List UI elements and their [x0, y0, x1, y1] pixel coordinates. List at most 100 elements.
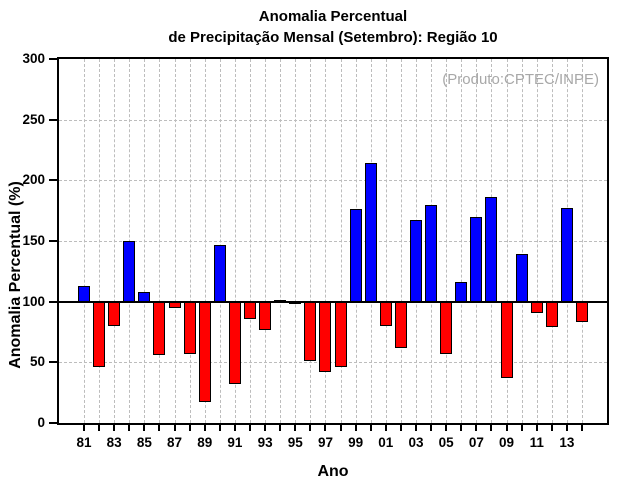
y-tick-label: 250 — [22, 111, 45, 127]
bar-92 — [244, 301, 256, 319]
x-tick — [565, 425, 568, 431]
y-axis-label: Anomalia Percentual (%) — [7, 181, 24, 369]
y-tick — [49, 422, 57, 424]
bar-00 — [364, 163, 377, 302]
bar-01 — [379, 301, 392, 326]
bar-13 — [560, 208, 573, 302]
bar-88 — [183, 301, 196, 354]
y-tick — [49, 179, 57, 182]
bar-82 — [93, 301, 106, 368]
x-tick-label: 91 — [227, 435, 243, 450]
bar-03 — [410, 220, 422, 302]
x-tick — [113, 425, 116, 431]
bar-14 — [576, 301, 588, 323]
x-tick — [83, 425, 85, 431]
y-tick-label: 200 — [22, 172, 45, 188]
y-tick-label: 50 — [29, 354, 45, 370]
x-tick — [550, 425, 553, 431]
bar-07 — [470, 216, 483, 302]
x-tick-label: 95 — [287, 435, 303, 450]
bar-81 — [78, 285, 90, 302]
bar-83 — [108, 301, 121, 326]
x-tick — [384, 425, 387, 431]
x-tick — [188, 425, 191, 431]
x-tick — [445, 425, 448, 431]
x-tick-label: 07 — [468, 435, 484, 450]
bar-86 — [153, 301, 166, 356]
x-tick-label: 03 — [408, 435, 424, 450]
bar-05 — [440, 301, 453, 354]
x-tick — [294, 425, 297, 431]
y-tick — [49, 300, 57, 303]
baseline-100 — [59, 300, 607, 303]
bar-84 — [123, 241, 136, 302]
y-tick-label: 300 — [22, 51, 45, 66]
x-tick-label: 99 — [348, 435, 364, 450]
x-tick — [430, 425, 433, 431]
bar-99 — [349, 209, 362, 302]
bar-08 — [485, 197, 498, 302]
x-tick — [218, 425, 221, 431]
x-tick — [535, 425, 538, 431]
y-tick-label: 150 — [22, 233, 45, 248]
gridline-horizontal — [59, 362, 607, 364]
bar-93 — [259, 301, 272, 330]
x-tick-label: 83 — [106, 435, 122, 450]
x-tick — [505, 425, 508, 431]
x-axis-label: Ano — [317, 463, 349, 480]
x-tick — [203, 425, 206, 431]
product-annotation: (Produto:CPTEC/INPE) — [442, 71, 599, 88]
x-tick — [581, 425, 583, 431]
gridline-horizontal — [59, 180, 607, 182]
x-tick-label: 89 — [197, 435, 213, 450]
y-tick — [49, 240, 57, 242]
plot-frame: (Produto:CPTEC/INPE) 0 50 100 150 200 250 300 8… — [22, 51, 609, 450]
x-tick-label: 87 — [167, 435, 183, 450]
x-tick — [399, 425, 402, 431]
x-tick-label: 05 — [438, 435, 454, 450]
x-tick-label: 81 — [76, 435, 92, 450]
bar-91 — [228, 301, 241, 385]
x-tick — [339, 425, 342, 431]
x-tick — [264, 425, 267, 431]
y-tick-label: 100 — [22, 293, 45, 309]
x-tick — [475, 425, 478, 431]
bar-11 — [530, 301, 543, 313]
bar-12 — [545, 301, 558, 328]
bar-06 — [455, 282, 468, 302]
x-tick — [233, 425, 236, 431]
bar-98 — [334, 301, 347, 368]
x-tick-label: 85 — [136, 435, 152, 450]
x-tick — [173, 425, 176, 431]
x-tick — [415, 425, 417, 431]
bar-09 — [500, 301, 513, 379]
gridline-horizontal — [59, 241, 607, 242]
bar-90 — [213, 244, 226, 302]
x-tick — [98, 425, 101, 431]
chart-title-line2: de Precipitação Mensal (Setembro): Regiã… — [168, 29, 498, 46]
x-tick — [309, 425, 312, 431]
x-tick — [460, 425, 463, 431]
x-tick-label: 11 — [529, 435, 544, 450]
x-tick-label: 93 — [257, 435, 273, 450]
y-tick-label: 0 — [37, 415, 45, 430]
x-tick — [520, 425, 523, 431]
bar-10 — [515, 254, 528, 302]
bar-96 — [304, 301, 317, 362]
bar-02 — [394, 301, 407, 348]
y-tick — [49, 118, 57, 121]
gridline-horizontal — [59, 119, 607, 121]
chart-title-line1: Anomalia Percentual — [258, 8, 408, 25]
bar-97 — [319, 301, 332, 373]
x-tick — [279, 425, 282, 431]
x-tick — [324, 425, 327, 431]
x-tick — [354, 425, 357, 431]
x-tick — [249, 425, 251, 431]
x-tick — [369, 425, 372, 431]
bar-89 — [198, 301, 211, 403]
x-tick-label: 01 — [378, 435, 394, 450]
x-tick-label: 09 — [499, 435, 515, 450]
y-tick — [49, 361, 57, 364]
bar-04 — [425, 204, 438, 302]
x-tick — [490, 425, 493, 431]
